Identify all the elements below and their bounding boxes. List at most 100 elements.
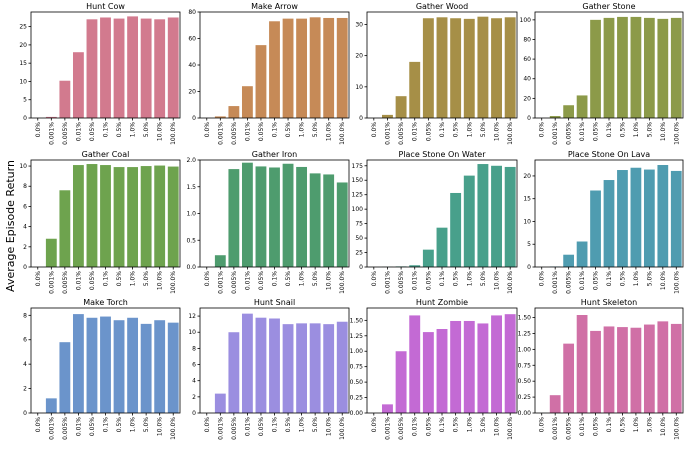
x-tick-label: 1.0% xyxy=(466,271,473,287)
y-tick-label: 12 xyxy=(188,313,196,320)
x-tick-label: 5.0% xyxy=(646,271,653,287)
bar xyxy=(282,18,294,119)
y-tick-label: 0.75 xyxy=(518,362,532,369)
bar xyxy=(72,52,84,118)
chart-title: Gather Wood xyxy=(416,2,468,11)
bar xyxy=(309,323,321,413)
y-tick-label: 8 xyxy=(192,345,196,352)
bar xyxy=(255,166,267,267)
bar xyxy=(45,398,57,413)
y-tick-label: 40 xyxy=(523,76,531,83)
y-tick-label: 0 xyxy=(527,264,531,271)
x-tick-label: 0.001% xyxy=(217,271,224,294)
bar xyxy=(309,173,321,268)
bar xyxy=(670,17,682,118)
bar xyxy=(549,395,561,413)
bar xyxy=(323,174,335,267)
bar xyxy=(59,80,71,118)
x-tick-label: 0.01% xyxy=(579,122,586,141)
bar xyxy=(127,317,139,413)
y-tick-label: 0.5 xyxy=(186,237,196,244)
bar xyxy=(45,238,57,267)
x-tick-label: 0.05% xyxy=(593,417,600,436)
x-tick-label: 0.005% xyxy=(62,417,69,440)
chart-panel: Hunt Snail 0 2 4 6 8 10 12 0.0% 0.001% 0.005% 0.01%… xyxy=(188,298,350,440)
bar xyxy=(617,327,628,413)
bar xyxy=(336,182,348,267)
x-tick-label: 0.005% xyxy=(231,417,238,440)
bar xyxy=(86,317,98,413)
y-tick-label: 4 xyxy=(23,224,27,231)
y-tick-label: 100 xyxy=(520,17,532,24)
y-tick-label: 0 xyxy=(527,115,531,122)
y-tick-label: 0.00 xyxy=(518,410,532,417)
x-tick-label: 0.0% xyxy=(371,271,378,287)
y-tick-label: 0.25 xyxy=(350,395,364,402)
x-tick-label: 0.05% xyxy=(593,271,600,290)
y-tick-label: 150 xyxy=(352,177,364,184)
bar xyxy=(670,323,682,413)
bar xyxy=(296,323,308,413)
bar xyxy=(241,86,253,118)
x-tick-label: 100.0% xyxy=(170,122,177,145)
chart-panel: Hunt Skeleton 0.00 0.25 0.50 0.75 1.00 1.25 1.5… xyxy=(518,298,684,440)
y-tick-label: 0 xyxy=(359,115,363,122)
bar xyxy=(269,167,280,267)
x-tick-label: 100.0% xyxy=(170,417,177,440)
x-tick-label: 10.0% xyxy=(157,271,164,290)
bar xyxy=(504,314,516,413)
x-tick-label: 100.0% xyxy=(339,271,346,294)
y-tick-label: 5 xyxy=(527,241,531,248)
bar xyxy=(477,164,489,267)
chart-title: Place Stone On Water xyxy=(398,150,486,159)
x-tick-label: 0.0% xyxy=(35,122,42,138)
x-tick-label: 5.0% xyxy=(480,271,487,287)
chart-panel: Place Stone On Water 0 25 50 75 100 125 150 175 0… xyxy=(352,150,518,294)
bar xyxy=(549,116,561,118)
x-tick-label: 10.0% xyxy=(157,417,164,436)
bar xyxy=(282,163,294,267)
bar xyxy=(450,192,462,267)
chart-title: Place Stone On Lava xyxy=(568,150,650,159)
bar xyxy=(670,170,682,267)
x-tick-label: 0.1% xyxy=(272,271,279,287)
y-tick-label: 20 xyxy=(355,53,363,60)
bar xyxy=(154,320,166,413)
bar xyxy=(269,21,280,119)
x-tick-label: 1.0% xyxy=(466,122,473,138)
y-tick-label: 0 xyxy=(359,264,363,271)
x-tick-label: 100.0% xyxy=(673,417,680,440)
bar xyxy=(450,320,462,413)
bar xyxy=(436,227,448,267)
x-tick-label: 0.05% xyxy=(258,122,265,141)
bar xyxy=(86,164,98,267)
x-tick-label: 0.005% xyxy=(231,122,238,145)
bar xyxy=(113,18,125,118)
x-tick-label: 0.1% xyxy=(439,271,446,287)
x-tick-label: 100.0% xyxy=(170,271,177,294)
x-tick-label: 0.0% xyxy=(35,271,42,287)
bar xyxy=(563,343,575,413)
x-tick-label: 0.5% xyxy=(116,122,123,138)
y-tick-label: 10 xyxy=(523,218,531,225)
bar xyxy=(296,18,308,119)
x-tick-label: 10.0% xyxy=(494,417,501,436)
bar xyxy=(127,167,139,267)
y-tick-label: 8 xyxy=(23,312,27,319)
x-tick-label: 10.0% xyxy=(660,271,667,290)
x-tick-label: 0.0% xyxy=(539,271,546,287)
y-tick-label: 2.0 xyxy=(186,157,196,164)
bar xyxy=(643,17,655,118)
x-tick-label: 0.1% xyxy=(606,271,613,287)
x-tick-label: 10.0% xyxy=(660,122,667,141)
bar xyxy=(477,16,489,118)
x-tick-label: 0.001% xyxy=(217,417,224,440)
x-tick-label: 0.001% xyxy=(217,122,224,145)
x-tick-label: 0.5% xyxy=(619,271,626,287)
x-tick-label: 5.0% xyxy=(646,122,653,138)
bar xyxy=(72,165,84,267)
bar xyxy=(422,18,434,119)
chart-panel: Make Arrow 0 20 40 60 80 0.0% 0.001% 0.005% 0.01%… xyxy=(188,2,350,145)
x-tick-label: 100.0% xyxy=(339,122,346,145)
